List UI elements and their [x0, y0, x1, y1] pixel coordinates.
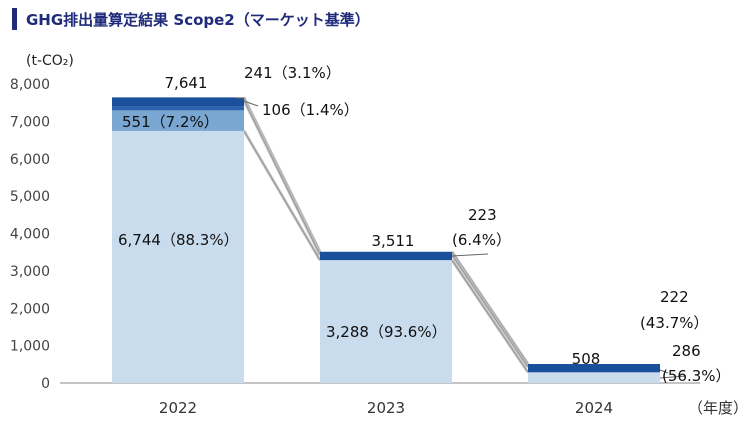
annotation-leaders: [236, 97, 687, 379]
bar-segment-2022-3: [112, 97, 244, 107]
x-category-label: 2022: [159, 399, 197, 417]
y-tick-label: 1,000: [10, 339, 50, 355]
x-axis-categories: 2022 2023 2024: [159, 399, 613, 417]
y-tick-label: 0: [41, 376, 50, 392]
title-accent-bar: [12, 8, 17, 30]
annotation-label: 3,288（93.6%）: [326, 323, 447, 341]
leader-line: [659, 369, 669, 374]
y-tick-label: 8,000: [10, 77, 50, 93]
connector-line: [451, 254, 529, 368]
annotation-label: (56.3%）: [662, 367, 731, 385]
bar-connectors: [242, 96, 530, 374]
annotation-label: 241（3.1%）: [244, 64, 341, 82]
bar-segment-2023-3: [320, 251, 452, 261]
data-annotations: 6,744（88.3%） 551（7.2%） 106（1.4%） 241（3.1%） 3…: [118, 64, 731, 385]
y-tick-label: 6,000: [10, 152, 50, 168]
bar-segment-2024-0: [528, 372, 660, 383]
annotation-label: 222: [660, 288, 689, 306]
bar-group: [112, 97, 660, 383]
annotation-label: 286: [672, 342, 701, 360]
leader-line: [243, 100, 259, 107]
y-tick-label: 7,000: [10, 114, 50, 130]
bar-segment-2022-0: [112, 130, 244, 383]
y-tick-label: 2,000: [10, 301, 50, 317]
y-axis-ticks: 0 1,000 2,000 3,000 4,000 5,000 6,000 7,000 8,00…: [10, 77, 50, 392]
annotation-label: 106（1.4%）: [262, 101, 359, 119]
total-label: 3,511: [372, 232, 415, 250]
connector-line: [243, 130, 321, 261]
leader-line: [451, 253, 489, 257]
x-category-label: 2023: [367, 399, 405, 417]
bar-segment-2024-3: [528, 364, 660, 373]
chart-title: GHG排出量算定結果 Scope2（マーケット基準）: [26, 11, 370, 29]
y-axis-unit: (t-CO₂): [26, 53, 74, 69]
bar-segment-2022-1: [112, 110, 244, 131]
connector-line: [451, 251, 529, 365]
bar-segment-2023-0: [320, 260, 452, 383]
annotation-label: (43.7%）: [640, 314, 709, 332]
bar-segment-2022-2: [112, 106, 244, 111]
annotation-label: 551（7.2%）: [122, 113, 219, 131]
annotation-label: 223: [468, 206, 497, 224]
total-label: 7,641: [165, 74, 208, 92]
annotation-label: 6,744（88.3%）: [118, 231, 239, 249]
connector-line: [451, 259, 529, 373]
annotation-label: (6.4%）: [452, 231, 511, 249]
y-tick-label: 5,000: [10, 189, 50, 205]
x-axis-unit: （年度）: [688, 399, 748, 417]
leader-line: [659, 375, 687, 379]
y-tick-label: 3,000: [10, 264, 50, 280]
connector-line: [243, 100, 321, 256]
total-label: 508: [572, 350, 601, 368]
y-tick-label: 4,000: [10, 227, 50, 243]
x-category-label: 2024: [575, 399, 613, 417]
